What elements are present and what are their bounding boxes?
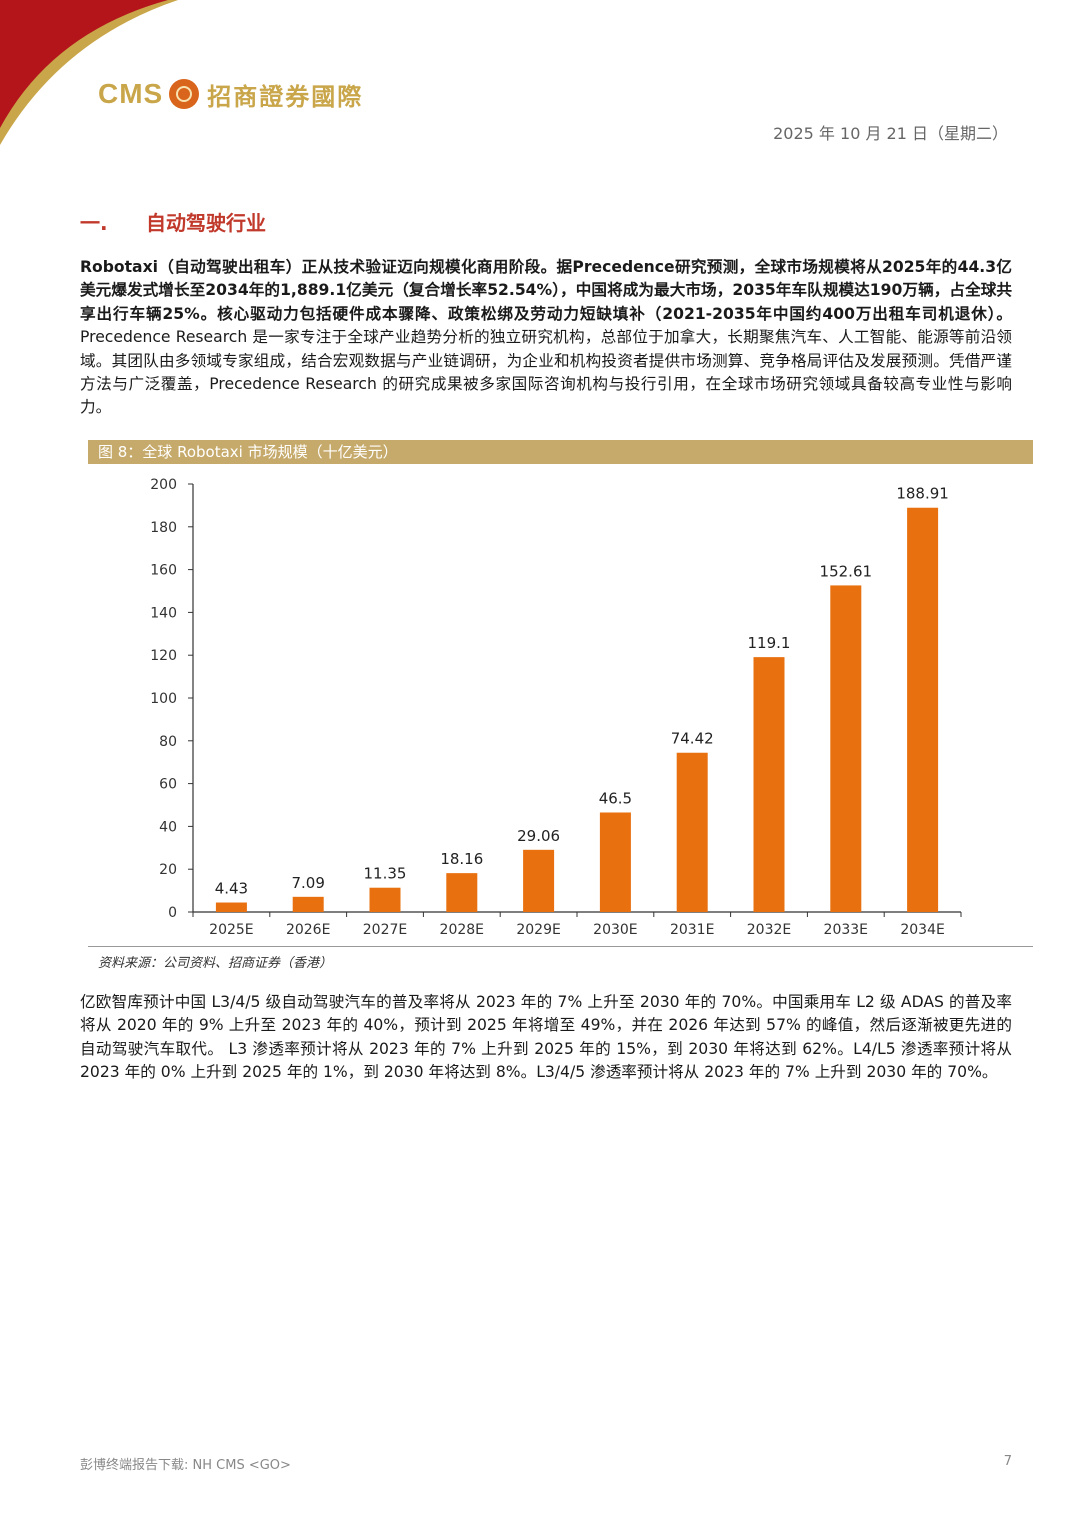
bar-2026E (292, 896, 324, 912)
data-label-2026E: 7.09 (291, 874, 324, 892)
data-label-2025E: 4.43 (215, 880, 248, 898)
data-label-2030E: 46.5 (599, 789, 632, 807)
figure-bottom-rule (88, 946, 1033, 947)
intro-normal-text: Precedence Research 是一家专注于全球产业趋势分析的独立研究机… (80, 328, 1012, 417)
figure-caption: 图 8：全球 Robotaxi 市场规模（十亿美元） (88, 440, 1033, 464)
x-tick-label-2030E: 2030E (593, 922, 637, 938)
y-tick-label: 80 (159, 734, 177, 750)
y-tick-label: 200 (150, 477, 177, 493)
data-label-2027E: 11.35 (364, 865, 407, 883)
bar-2027E (369, 887, 401, 912)
bar-2033E (830, 585, 862, 912)
x-tick-label-2025E: 2025E (209, 922, 253, 938)
section-title: 自动驾驶行业 (146, 211, 266, 235)
x-tick-label-2032E: 2032E (747, 922, 791, 938)
y-tick-label: 180 (150, 520, 177, 536)
data-label-2034E: 188.91 (896, 485, 949, 503)
x-tick-label-2033E: 2033E (824, 922, 868, 938)
data-label-2029E: 29.06 (517, 827, 560, 845)
y-tick-label: 100 (150, 691, 177, 707)
brand-logo: CMS 招商證券國際 (98, 76, 363, 112)
bar-2025E (215, 902, 247, 912)
data-label-2033E: 152.61 (820, 562, 873, 580)
report-date: 2025 年 10 月 21 日（星期二） (773, 124, 1008, 143)
y-tick-label: 0 (168, 905, 177, 921)
section-number: 一. (80, 211, 108, 235)
y-tick-label: 60 (159, 777, 177, 793)
data-label-2032E: 119.1 (748, 634, 791, 652)
figure-source: 资料来源：公司资料、招商证券（香港） (98, 956, 333, 971)
intro-paragraph: Robotaxi（自动驾驶出租车）正从技术验证迈向规模化商用阶段。据Preced… (80, 256, 1012, 420)
robotaxi-market-bar-chart: 0 20 40 60 80 100 120 140 160 180 200 4.43 2025E 7.0… (150, 477, 962, 938)
section-heading: 一. 自动驾驶行业 (80, 207, 266, 236)
page-number: 7 (1003, 1454, 1012, 1469)
y-tick-label: 40 (159, 819, 177, 835)
corner-decoration (0, 0, 178, 145)
y-tick-label: 160 (150, 563, 177, 579)
penetration-paragraph: 亿欧智库预计中国 L3/4/5 级自动驾驶汽车的普及率将从 2023 年的 7%… (80, 993, 1012, 1082)
bar-2031E (676, 752, 708, 912)
logo-cms-text: CMS (98, 78, 164, 109)
data-label-2031E: 74.42 (671, 730, 714, 748)
x-tick-label-2029E: 2029E (516, 922, 560, 938)
bar-2032E (753, 657, 785, 912)
logo-company-name: 招商證券國際 (207, 81, 364, 111)
bar-2034E (907, 507, 939, 912)
logo-emblem-icon (169, 79, 200, 109)
x-tick-label-2028E: 2028E (440, 922, 484, 938)
y-tick-label: 120 (150, 648, 177, 664)
bar-2029E (523, 849, 555, 912)
bar-2028E (446, 873, 478, 912)
x-tick-label-2031E: 2031E (670, 922, 714, 938)
y-tick-label: 140 (150, 605, 177, 621)
x-tick-label-2034E: 2034E (900, 922, 944, 938)
x-tick-label-2026E: 2026E (286, 922, 330, 938)
intro-bold-text: Robotaxi（自动驾驶出租车）正从技术验证迈向规模化商用阶段。据Preced… (80, 258, 1012, 323)
y-tick-label: 20 (159, 862, 177, 878)
data-label-2028E: 18.16 (440, 850, 483, 868)
x-tick-label-2027E: 2027E (363, 922, 407, 938)
footer-bloomberg-note: 彭博终端报告下载: NH CMS <GO> (80, 1458, 291, 1473)
bar-2030E (599, 812, 631, 912)
